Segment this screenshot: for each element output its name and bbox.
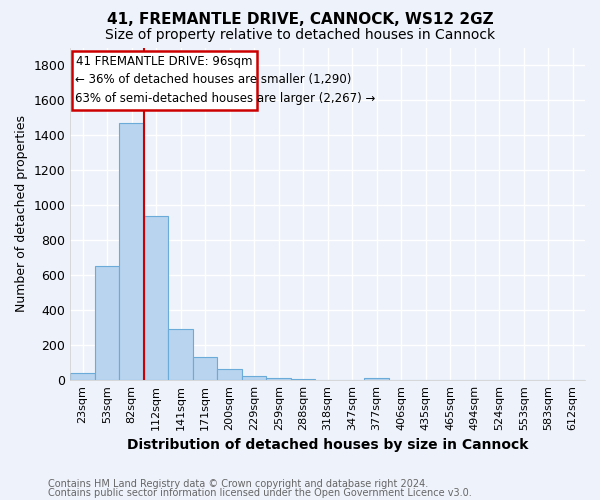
Text: ← 36% of detached houses are smaller (1,290): ← 36% of detached houses are smaller (1,…: [75, 74, 352, 86]
Text: 63% of semi-detached houses are larger (2,267) →: 63% of semi-detached houses are larger (…: [75, 92, 376, 105]
Bar: [144, 216, 169, 380]
Bar: [70, 373, 95, 380]
Bar: [119, 123, 144, 380]
FancyBboxPatch shape: [71, 51, 257, 110]
Bar: [169, 330, 193, 380]
X-axis label: Distribution of detached houses by size in Cannock: Distribution of detached houses by size …: [127, 438, 529, 452]
Text: 41 FREMANTLE DRIVE: 96sqm: 41 FREMANTLE DRIVE: 96sqm: [76, 55, 252, 68]
Bar: [95, 266, 119, 380]
Bar: [364, 378, 389, 380]
Text: Contains HM Land Registry data © Crown copyright and database right 2024.: Contains HM Land Registry data © Crown c…: [48, 479, 428, 489]
Text: 41, FREMANTLE DRIVE, CANNOCK, WS12 2GZ: 41, FREMANTLE DRIVE, CANNOCK, WS12 2GZ: [107, 12, 493, 28]
Text: Size of property relative to detached houses in Cannock: Size of property relative to detached ho…: [105, 28, 495, 42]
Bar: [193, 358, 217, 380]
Bar: [242, 376, 266, 380]
Bar: [217, 370, 242, 380]
Text: Contains public sector information licensed under the Open Government Licence v3: Contains public sector information licen…: [48, 488, 472, 498]
Y-axis label: Number of detached properties: Number of detached properties: [15, 116, 28, 312]
Bar: [266, 378, 291, 380]
